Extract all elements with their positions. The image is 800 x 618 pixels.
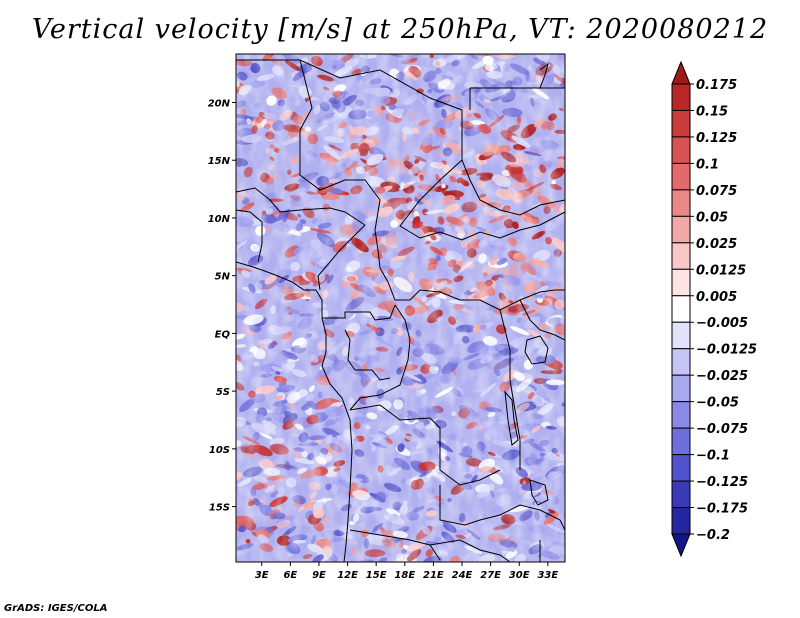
colorbar-label: 0.125 [696,131,737,146]
colorbar-box [671,507,691,535]
colorbar-label: 0.175 [696,78,737,93]
lon-tick-label: 9E [312,570,326,581]
border-line [236,209,263,263]
colorbar-box [671,83,691,111]
lon-tick-label: 30E [509,570,530,581]
border-line [539,62,549,89]
colorbar-label: −0.125 [696,475,748,490]
colorbar-box [671,268,691,297]
border-line [374,229,565,311]
lake-outline [524,335,549,365]
border-line [344,329,391,381]
lon-tick-label: 6E [283,570,297,581]
colorbar-box [671,374,691,403]
colorbar-label: −0.005 [696,316,748,331]
latitude-axis: 20N 15N 10N 5N EQ 5S 10S 15S [208,98,236,514]
colorbar-label: −0.025 [696,369,748,384]
colorbar: 0.175 0.15 0.125 0.1 0.075 0.05 0.025 0.0125 0.0… [671,60,757,558]
colorbar-label: 0.1 [696,157,719,172]
map-plot-area [236,54,565,562]
colorbar-label: −0.075 [696,422,748,437]
coastline-west [236,261,353,562]
border-line [236,187,366,226]
border-line [499,309,521,470]
border-line [349,529,441,561]
colorbar-label: 0.025 [696,237,737,252]
velocity-texture [236,54,565,562]
colorbar-box [671,480,691,509]
map-frame [235,53,566,563]
colorbar-box [671,189,691,217]
lake-outline [504,390,519,446]
colorbar-label: 0.0125 [696,263,746,278]
border-line [439,485,565,531]
country-borders [236,59,565,562]
colorbar-box [671,454,691,482]
lat-tick-label: 10S [209,445,230,456]
colorbar-label: 0.15 [696,104,728,119]
colorbar-label: −0.175 [696,502,748,517]
lat-tick-label: 10N [208,214,231,225]
border-line [519,299,565,341]
colorbar-label: −0.1 [696,449,730,464]
border-line [299,59,381,231]
colorbar-box [671,348,691,376]
colorbar-label: −0.05 [696,396,739,411]
lon-tick-label: 24E [452,570,473,581]
border-line [429,539,511,562]
colorbar-triangle-top [671,60,691,85]
grads-credit: GrADS: IGES/COLA [4,603,108,614]
lat-tick-label: 15N [208,156,231,167]
border-line [399,211,565,241]
lat-tick-label: EQ [215,329,231,340]
longitude-axis: 3E 6E 9E 12E 15E 18E 21E 24E 27E 30E 33E [255,562,558,581]
colorbar-box [671,242,691,270]
lon-tick-label: 18E [394,570,415,581]
colorbar-box [671,162,691,191]
lat-tick-label: 20N [208,98,231,109]
colorbar-box [671,321,691,350]
colorbar-box [671,136,691,164]
colorbar-label: −0.2 [696,528,730,543]
colorbar-box [671,295,691,323]
colorbar-box [671,215,691,244]
lake-outline [529,479,549,506]
lon-tick-label: 27E [480,570,501,581]
colorbar-label: 0.05 [696,210,728,225]
border-line [349,304,411,411]
colorbar-label: 0.075 [696,184,737,199]
lon-tick-label: 15E [366,570,387,581]
chart-title: Vertical velocity [m/s] at 250hPa, VT: 2… [31,14,769,45]
lat-tick-label: 15S [209,503,230,514]
colorbar-box [671,401,691,429]
colorbar-triangle-bottom [671,533,691,558]
lon-tick-label: 12E [337,570,358,581]
border-line [461,159,565,216]
colorbar-label: 0.005 [696,290,737,305]
lat-tick-label: 5N [215,272,231,283]
colorbar-box [671,427,691,456]
colorbar-label: −0.0125 [696,343,757,358]
border-line [322,304,396,321]
border-line [236,59,463,227]
colorbar-box [671,109,691,138]
lon-tick-label: 21E [423,570,444,581]
lat-tick-label: 5S [216,387,230,398]
lon-tick-label: 3E [255,570,269,581]
border-line [349,404,501,486]
lon-tick-label: 33E [537,570,558,581]
border-line [317,224,366,291]
